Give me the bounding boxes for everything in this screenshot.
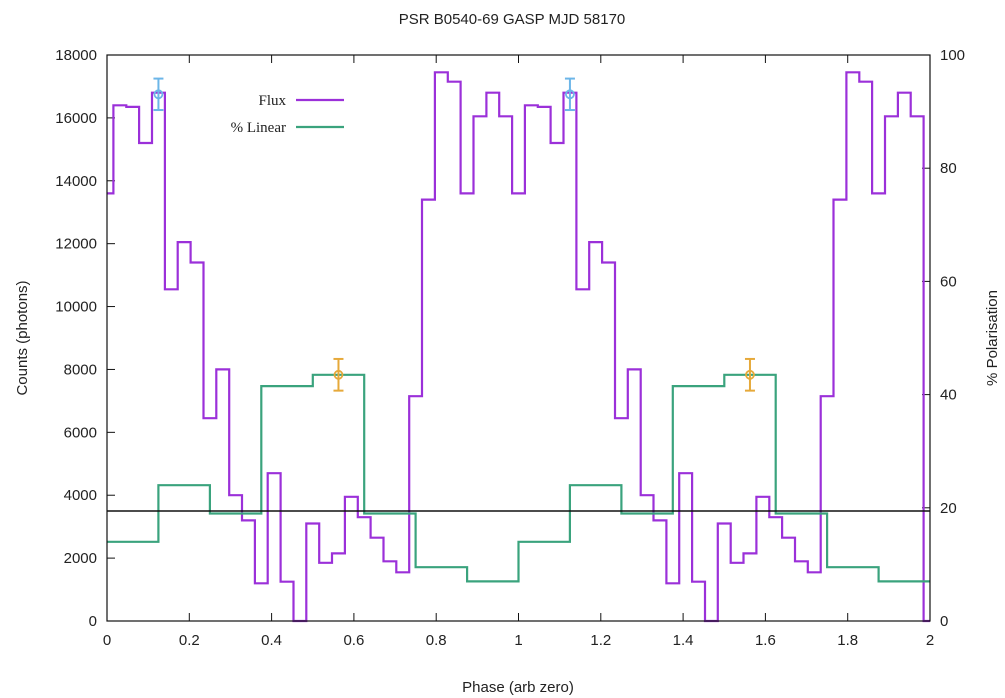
x-tick-label: 2 [926, 632, 934, 649]
series-line-flux [107, 71, 930, 623]
y-tick-label: 6000 [64, 424, 97, 441]
legend-label: % Linear [231, 120, 286, 136]
x-tick-label: 1.8 [837, 632, 858, 649]
y2-tick-label: 0 [940, 613, 948, 630]
y2-tick-label: 60 [940, 273, 957, 290]
y-axis-ticks: 0 2000 4000 6000 8000 10000 12000 14000 16000 180… [55, 47, 115, 630]
legend-label: Flux [258, 93, 286, 109]
series-line-linear [107, 373, 930, 583]
error-bar [153, 77, 164, 112]
y-tick-label: 14000 [55, 173, 97, 190]
y-tick-label: 16000 [55, 110, 97, 127]
y-axis-title: Counts (photons) [14, 280, 31, 395]
x-tick-label: 0.6 [343, 632, 364, 649]
y2-tick-label: 40 [940, 387, 957, 404]
y-tick-label: 10000 [55, 299, 97, 316]
x-axis-ticks: 0 0.2 0.4 0.6 0.8 1 1.2 1.4 1.6 1.8 2 [103, 55, 934, 649]
x-tick-label: 0.4 [261, 632, 282, 649]
x-axis-title: Phase (arb zero) [462, 679, 574, 696]
x-tick-label: 0.8 [426, 632, 447, 649]
y2-tick-label: 20 [940, 500, 957, 517]
plot-area [107, 71, 930, 623]
y2-tick-label: 100 [940, 47, 965, 64]
legend: Flux % Linear [231, 93, 344, 136]
error-bar [333, 357, 344, 392]
y2-axis-ticks: 0 20 40 60 80 100 [922, 47, 965, 630]
y2-tick-label: 80 [940, 160, 957, 177]
y-tick-label: 18000 [55, 47, 97, 64]
x-tick-label: 1.6 [755, 632, 776, 649]
error-bar [744, 357, 755, 392]
x-tick-label: 1.4 [673, 632, 694, 649]
plot-frame [106, 54, 931, 622]
x-tick-label: 0.2 [179, 632, 200, 649]
y-tick-label: 12000 [55, 236, 97, 253]
x-tick-label: 0 [103, 632, 111, 649]
x-tick-label: 1 [514, 632, 522, 649]
y2-axis-title: % Polarisation [984, 290, 1001, 386]
chart-title: PSR B0540-69 GASP MJD 58170 [399, 11, 626, 28]
y-tick-label: 4000 [64, 487, 97, 504]
error-bar [564, 77, 575, 112]
y-tick-label: 0 [89, 613, 97, 630]
x-tick-label: 1.2 [590, 632, 611, 649]
y-tick-label: 2000 [64, 550, 97, 567]
y-tick-label: 8000 [64, 361, 97, 378]
